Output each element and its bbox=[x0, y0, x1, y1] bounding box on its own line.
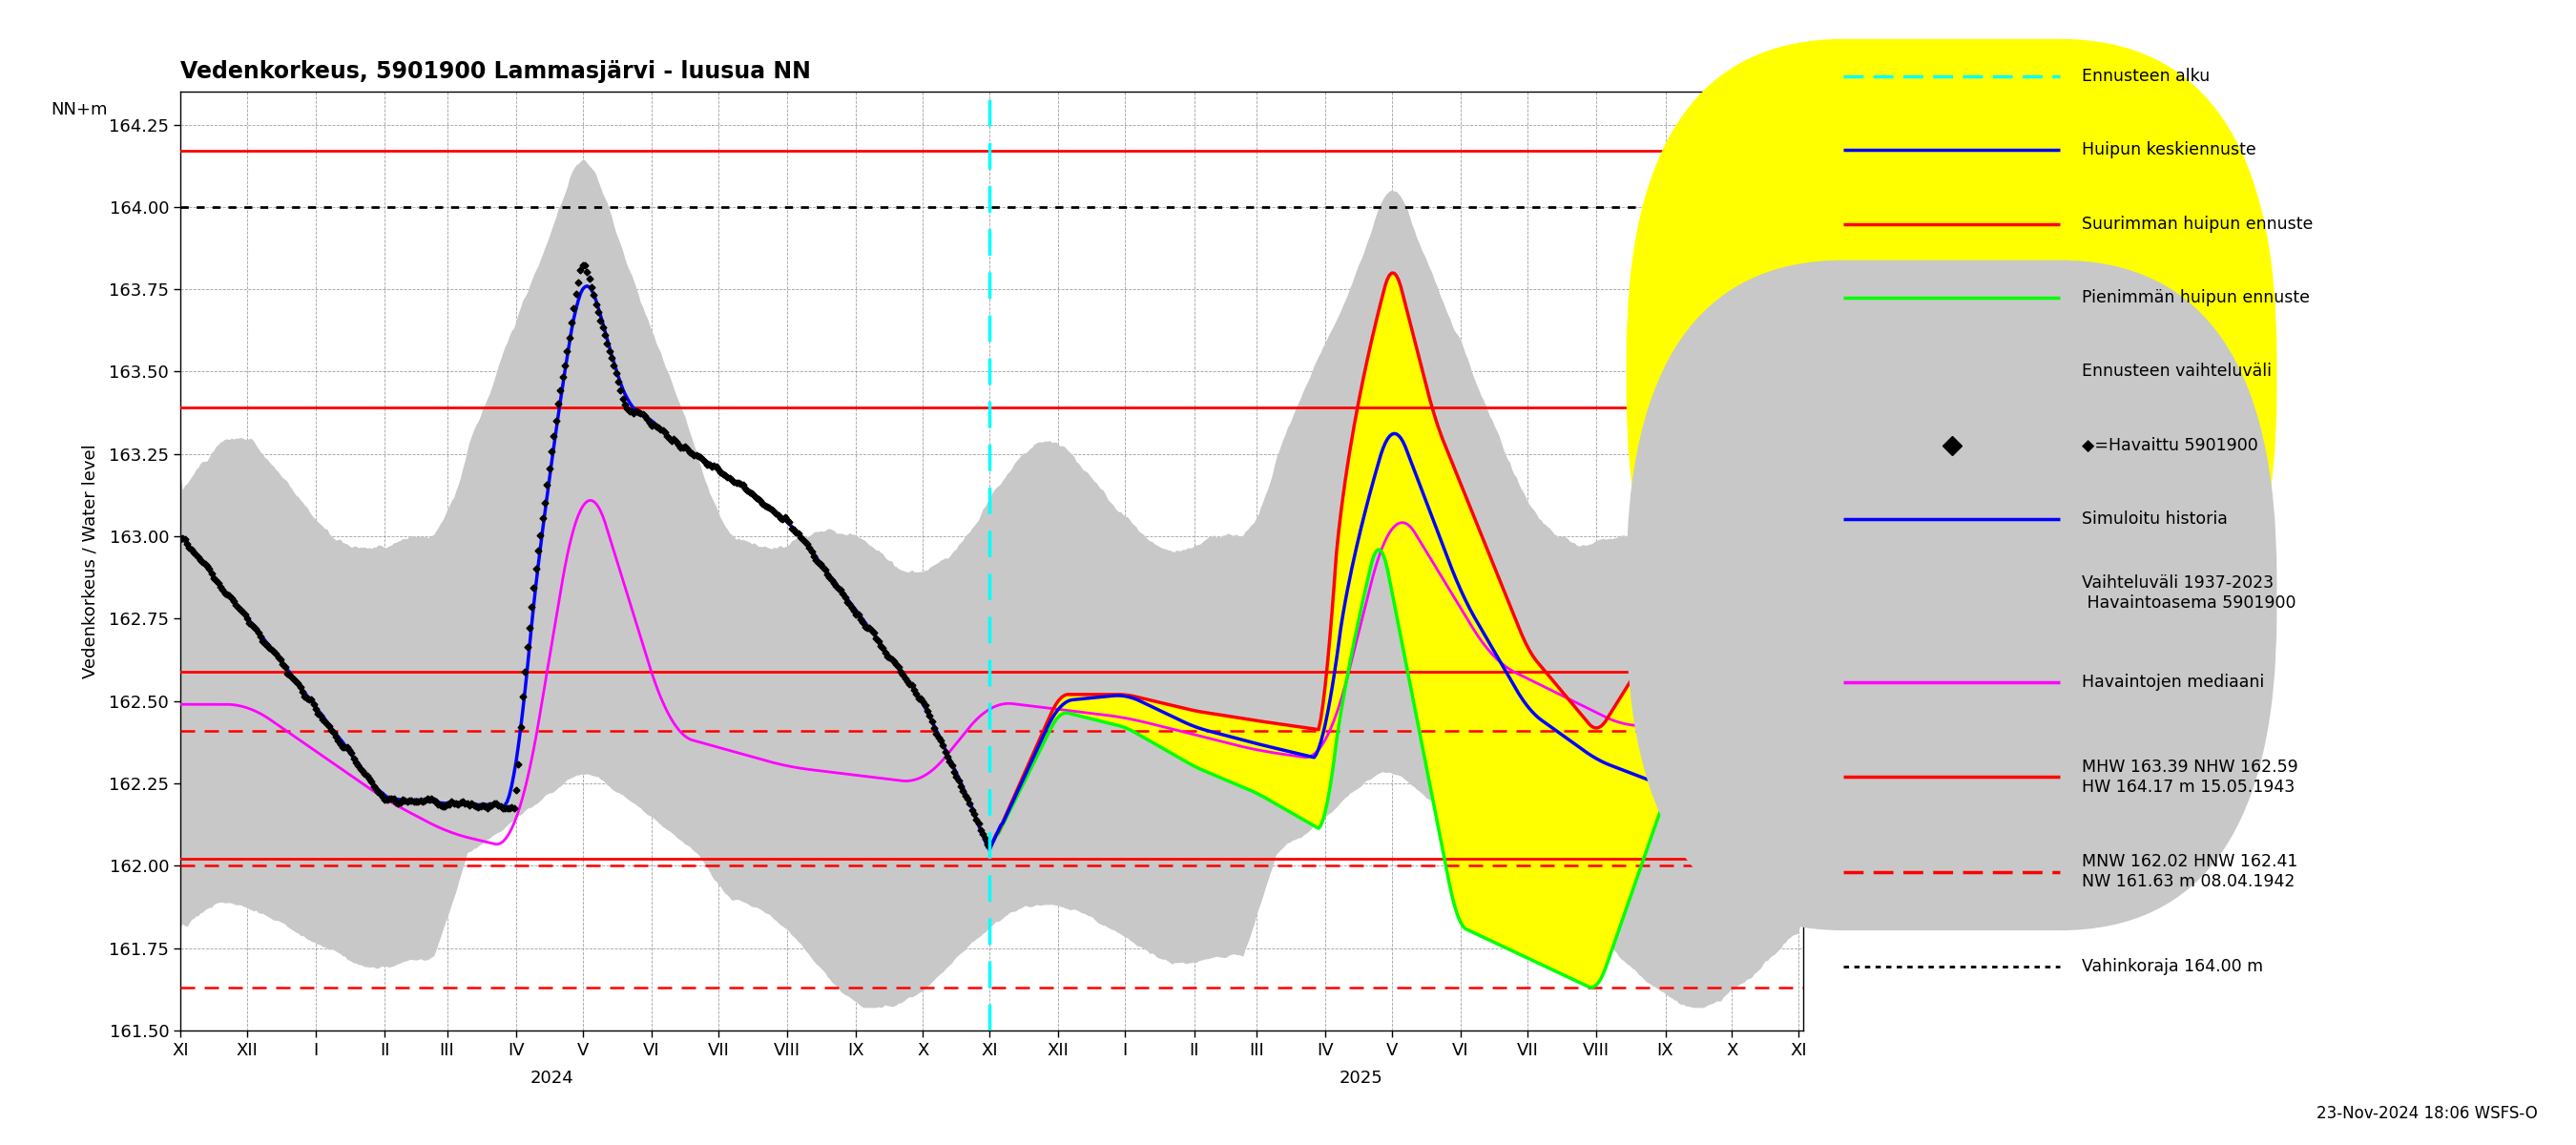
Text: 2024: 2024 bbox=[531, 1071, 574, 1088]
Text: MHW 163.39 NHW 162.59
HW 164.17 m 15.05.1943: MHW 163.39 NHW 162.59 HW 164.17 m 15.05.… bbox=[2081, 758, 2298, 796]
Text: Huipun keskiennuste: Huipun keskiennuste bbox=[2081, 142, 2257, 159]
FancyBboxPatch shape bbox=[1628, 40, 2277, 709]
Text: Simuloitu historia: Simuloitu historia bbox=[2081, 511, 2228, 528]
Text: Vahinkoraja 164.00 m: Vahinkoraja 164.00 m bbox=[2081, 958, 2262, 976]
Text: 2025: 2025 bbox=[1340, 1071, 1383, 1088]
Text: Ennusteen alku: Ennusteen alku bbox=[2081, 68, 2210, 85]
Text: Ennusteen vaihteluväli: Ennusteen vaihteluväli bbox=[2081, 363, 2272, 380]
Text: Pienimmän huipun ennuste: Pienimmän huipun ennuste bbox=[2081, 289, 2311, 306]
Text: NN+m: NN+m bbox=[52, 101, 108, 118]
Text: 23-Nov-2024 18:06 WSFS-O: 23-Nov-2024 18:06 WSFS-O bbox=[2316, 1105, 2537, 1122]
Y-axis label: Vedenkorkeus / Water level: Vedenkorkeus / Water level bbox=[82, 444, 98, 678]
Text: Vaihteluväli 1937-2023
 Havaintoasema 5901900: Vaihteluväli 1937-2023 Havaintoasema 590… bbox=[2081, 574, 2295, 611]
Text: Vedenkorkeus, 5901900 Lammasjärvi - luusua NN: Vedenkorkeus, 5901900 Lammasjärvi - luus… bbox=[180, 61, 811, 84]
Text: ◆=Havaittu 5901900: ◆=Havaittu 5901900 bbox=[2081, 436, 2257, 453]
Text: Havaintojen mediaani: Havaintojen mediaani bbox=[2081, 673, 2264, 690]
Text: Suurimman huipun ennuste: Suurimman huipun ennuste bbox=[2081, 215, 2313, 232]
FancyBboxPatch shape bbox=[1628, 261, 2277, 930]
Text: MNW 162.02 HNW 162.41
NW 161.63 m 08.04.1942: MNW 162.02 HNW 162.41 NW 161.63 m 08.04.… bbox=[2081, 853, 2298, 891]
